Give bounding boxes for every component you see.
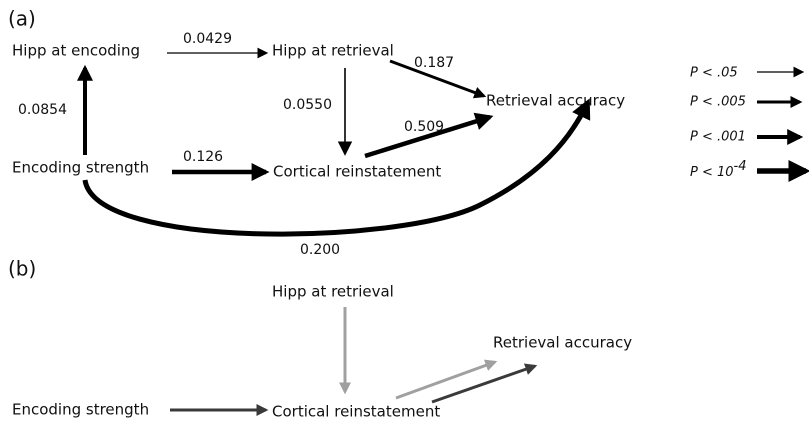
legend-label: P < .005	[690, 95, 746, 110]
node: Hipp at retrieval	[272, 283, 394, 301]
edge-label: 0.509	[404, 119, 444, 135]
arrow	[431, 363, 538, 404]
legend-text: P < 10	[690, 165, 734, 180]
node: Hipp at retrieval	[272, 42, 394, 60]
edge-label: 0.200	[300, 242, 340, 258]
panel-label: (b)	[8, 257, 36, 281]
panel-label: (a)	[8, 7, 36, 31]
node: Hipp at encoding	[12, 42, 140, 60]
node: Cortical reinstatement	[273, 163, 441, 181]
node: Encoding strength	[12, 401, 149, 419]
arrow	[395, 359, 498, 400]
arrow	[389, 59, 487, 99]
edge-label: 0.126	[183, 149, 223, 165]
legend-label: P < 10-4	[690, 159, 747, 180]
edge-label: 0.0550	[283, 97, 332, 113]
edge-label: 0.0429	[183, 31, 232, 47]
arrow	[82, 98, 591, 237]
edge-label: 0.0854	[18, 102, 67, 118]
node: Retrieval accuracy	[486, 92, 625, 110]
node: Encoding strength	[12, 159, 149, 177]
legend-label: P < .001	[690, 130, 746, 145]
legend-label: P < .05	[690, 66, 738, 81]
edge-label: 0.187	[414, 55, 454, 71]
node: Cortical reinstatement	[272, 403, 440, 421]
node: Retrieval accuracy	[493, 334, 632, 352]
legend-exponent: -4	[734, 159, 747, 174]
arrow	[364, 112, 494, 159]
